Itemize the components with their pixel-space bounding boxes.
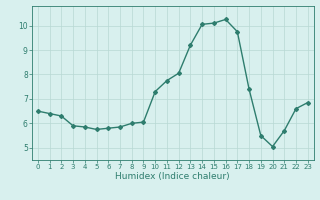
- X-axis label: Humidex (Indice chaleur): Humidex (Indice chaleur): [116, 172, 230, 181]
